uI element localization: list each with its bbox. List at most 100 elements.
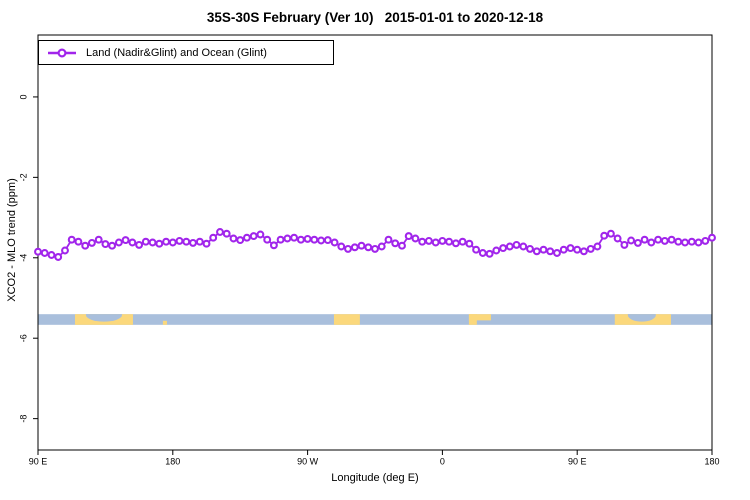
data-point xyxy=(512,240,521,249)
data-point xyxy=(114,238,123,247)
plot-frame xyxy=(37,34,713,451)
data-point xyxy=(660,236,669,245)
data-point xyxy=(627,236,636,245)
data-point xyxy=(539,245,548,254)
data-point xyxy=(350,243,359,252)
ocean-great-australian-bight-2 xyxy=(627,314,656,322)
data-point xyxy=(371,244,379,253)
land-new-zealand xyxy=(162,320,167,325)
data-point xyxy=(566,244,575,253)
data-point xyxy=(411,234,420,243)
data-point xyxy=(573,245,582,254)
data-point xyxy=(283,234,292,243)
x-tick-label: 90 E xyxy=(568,457,587,467)
land-south-africa-cape xyxy=(468,314,477,325)
data-point xyxy=(229,234,238,243)
data-point xyxy=(505,242,514,251)
data-point xyxy=(216,228,224,236)
data-point xyxy=(108,241,117,250)
data-point xyxy=(67,235,76,244)
data-point xyxy=(708,233,716,242)
data-point xyxy=(263,235,272,244)
data-point xyxy=(694,238,703,247)
legend-label: Land (Nadir&Glint) and Ocean (Glint) xyxy=(86,46,267,59)
y-axis-title: XCO2 - MLO trend (ppm) xyxy=(6,178,18,302)
data-point xyxy=(485,249,494,258)
data-point xyxy=(472,245,481,254)
data-point xyxy=(559,245,568,254)
map-band xyxy=(38,314,712,325)
data-point xyxy=(431,238,440,247)
data-point xyxy=(553,249,561,257)
data-point xyxy=(317,236,326,245)
data-point xyxy=(357,241,366,250)
data-point xyxy=(633,238,642,247)
data-point xyxy=(613,234,622,243)
data-point xyxy=(546,247,555,256)
data-point xyxy=(202,239,211,248)
data-point xyxy=(290,233,299,242)
data-point xyxy=(47,251,56,259)
data-point xyxy=(465,239,474,248)
ocean-great-australian-bight xyxy=(85,314,123,322)
data-point xyxy=(620,240,629,249)
data-point xyxy=(384,235,393,244)
data-markers xyxy=(34,228,716,261)
data-point xyxy=(681,238,689,247)
data-point xyxy=(674,237,683,246)
y-tick-label: -2 xyxy=(19,173,29,181)
data-point xyxy=(640,235,649,244)
data-point xyxy=(451,239,460,248)
data-point xyxy=(310,235,319,244)
data-point xyxy=(424,236,433,245)
data-point xyxy=(128,238,137,247)
data-point xyxy=(606,229,615,238)
land-south-america xyxy=(333,314,360,325)
data-point xyxy=(478,249,487,257)
data-point xyxy=(337,242,346,251)
data-point xyxy=(74,237,83,246)
data-point xyxy=(195,237,204,246)
data-point xyxy=(499,244,508,253)
data-point xyxy=(438,236,447,245)
y-tick-label: -6 xyxy=(19,334,29,342)
land-south-africa xyxy=(468,314,491,321)
data-point xyxy=(40,249,49,257)
data-point xyxy=(276,235,285,244)
data-point xyxy=(418,237,427,246)
data-point xyxy=(155,239,164,248)
data-point xyxy=(249,232,258,241)
data-point xyxy=(236,236,245,245)
data-point xyxy=(175,236,184,245)
x-tick-label: 180 xyxy=(165,457,180,467)
data-point xyxy=(398,241,406,250)
x-tick-label: 90 W xyxy=(297,457,319,467)
data-point xyxy=(532,247,541,256)
data-point xyxy=(242,233,251,242)
data-point xyxy=(303,234,312,243)
data-point xyxy=(687,237,696,246)
ocean-strip xyxy=(38,314,712,325)
data-point xyxy=(404,232,413,241)
data-point xyxy=(222,229,231,238)
data-point xyxy=(701,236,710,245)
data-point xyxy=(600,231,609,240)
x-tick-label: 90 E xyxy=(29,457,48,467)
data-point xyxy=(458,237,467,246)
data-point xyxy=(209,233,218,242)
legend-line-marker-icon xyxy=(48,47,76,58)
data-point xyxy=(364,243,373,252)
data-point xyxy=(61,246,69,255)
data-point xyxy=(593,242,602,251)
chart-title: 35S-30S February (Ver 10) 2015-01-01 to … xyxy=(206,10,544,25)
y-tick-label: -4 xyxy=(19,254,29,262)
data-point xyxy=(586,244,595,253)
data-point xyxy=(330,238,339,247)
x-tick-label: 180 xyxy=(704,457,719,467)
axis-ticks: 90 E 180 90 W 0 90 E 180 0 -2 -4 -6 -8 xyxy=(19,94,720,466)
data-point xyxy=(377,242,386,251)
data-point xyxy=(87,238,96,247)
data-point xyxy=(269,241,278,250)
x-axis-title: Longitude (deg E) xyxy=(331,472,419,484)
